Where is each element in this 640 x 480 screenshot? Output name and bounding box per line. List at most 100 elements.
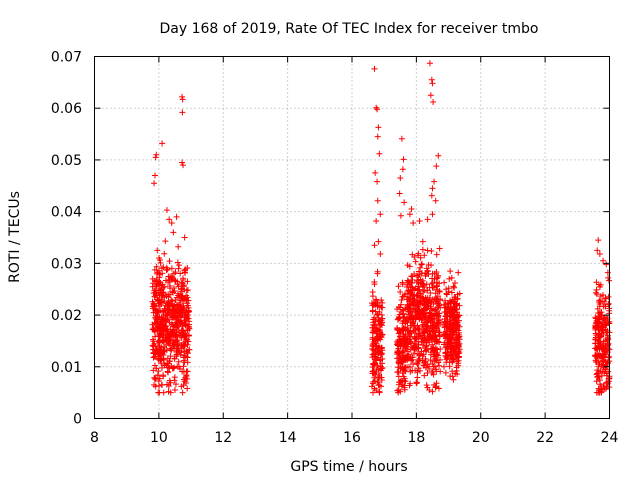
data-point xyxy=(424,287,431,294)
data-point xyxy=(376,327,383,334)
data-point xyxy=(432,306,439,313)
data-point xyxy=(181,378,188,385)
data-point xyxy=(410,361,417,368)
data-point xyxy=(602,295,609,302)
data-point xyxy=(429,279,436,286)
y-tick-label: 0.01 xyxy=(51,360,82,376)
data-point xyxy=(175,243,182,250)
data-point xyxy=(601,353,608,360)
data-point xyxy=(179,293,186,300)
data-point xyxy=(185,308,192,315)
data-point xyxy=(371,314,378,321)
data-point xyxy=(593,286,600,293)
data-point xyxy=(151,180,158,187)
data-point xyxy=(184,368,191,375)
data-point xyxy=(369,308,376,315)
data-point xyxy=(181,269,188,276)
data-point xyxy=(374,378,381,385)
data-point xyxy=(415,268,422,275)
data-point xyxy=(377,211,384,218)
data-point xyxy=(370,327,377,334)
data-point xyxy=(441,279,448,286)
data-point xyxy=(174,259,181,266)
data-point xyxy=(399,293,406,300)
x-tick-label: 22 xyxy=(536,430,554,446)
y-tick-label: 0.06 xyxy=(51,101,82,117)
data-point xyxy=(414,272,421,279)
data-point xyxy=(422,337,429,344)
data-point xyxy=(411,335,418,342)
data-point xyxy=(153,276,160,283)
data-point xyxy=(154,247,161,254)
data-point xyxy=(370,370,377,377)
data-point xyxy=(603,383,610,390)
data-point xyxy=(603,261,610,268)
data-point xyxy=(418,260,425,267)
data-point xyxy=(152,154,159,161)
data-point xyxy=(171,355,178,362)
data-point xyxy=(444,355,451,362)
data-point xyxy=(150,367,157,374)
data-point xyxy=(171,377,178,384)
data-point xyxy=(157,319,164,326)
data-point xyxy=(422,303,429,310)
data-point xyxy=(447,373,454,380)
data-point xyxy=(397,212,404,219)
data-point xyxy=(595,337,602,344)
data-point xyxy=(422,272,429,279)
data-point xyxy=(448,335,455,342)
data-point xyxy=(454,322,461,329)
data-point xyxy=(417,290,424,297)
data-point xyxy=(185,307,192,314)
data-point xyxy=(595,385,602,392)
data-point xyxy=(442,297,449,304)
y-tick-labels: 0 0.01 0.02 0.03 0.04 0.05 0.06 0.07 xyxy=(51,50,82,428)
data-point xyxy=(431,276,438,283)
data-point xyxy=(180,296,187,303)
data-point xyxy=(592,345,599,352)
data-point xyxy=(181,319,188,326)
data-point xyxy=(429,185,436,192)
data-point xyxy=(151,362,158,369)
data-point xyxy=(173,314,180,321)
data-point xyxy=(401,199,408,206)
data-point xyxy=(599,344,606,351)
data-point xyxy=(179,159,186,166)
data-point xyxy=(156,254,163,261)
data-point xyxy=(596,377,603,384)
data-point xyxy=(413,292,420,299)
data-point xyxy=(153,151,160,158)
data-point xyxy=(394,369,401,376)
data-point xyxy=(605,354,612,361)
data-point xyxy=(373,328,380,335)
data-point xyxy=(593,279,600,286)
data-point xyxy=(394,325,401,332)
data-point xyxy=(431,351,438,358)
data-point xyxy=(376,318,383,325)
data-point xyxy=(179,93,186,100)
data-point xyxy=(163,317,170,324)
data-point xyxy=(371,65,378,72)
data-point xyxy=(401,377,408,384)
data-point xyxy=(422,314,429,321)
data-point xyxy=(168,297,175,304)
data-point xyxy=(417,308,424,315)
data-point xyxy=(426,327,433,334)
data-point xyxy=(605,300,612,307)
data-point xyxy=(158,313,165,320)
data-point xyxy=(156,331,163,338)
data-point xyxy=(179,368,186,375)
data-point xyxy=(593,378,600,385)
data-point xyxy=(416,217,423,224)
data-point xyxy=(437,296,444,303)
data-point xyxy=(435,152,442,159)
data-point xyxy=(378,377,385,384)
data-point xyxy=(406,336,413,343)
data-point xyxy=(423,304,430,311)
data-point xyxy=(415,283,422,290)
data-point xyxy=(175,347,182,354)
data-point xyxy=(375,238,382,245)
data-point xyxy=(153,270,160,277)
data-point xyxy=(178,307,185,314)
data-point xyxy=(177,270,184,277)
